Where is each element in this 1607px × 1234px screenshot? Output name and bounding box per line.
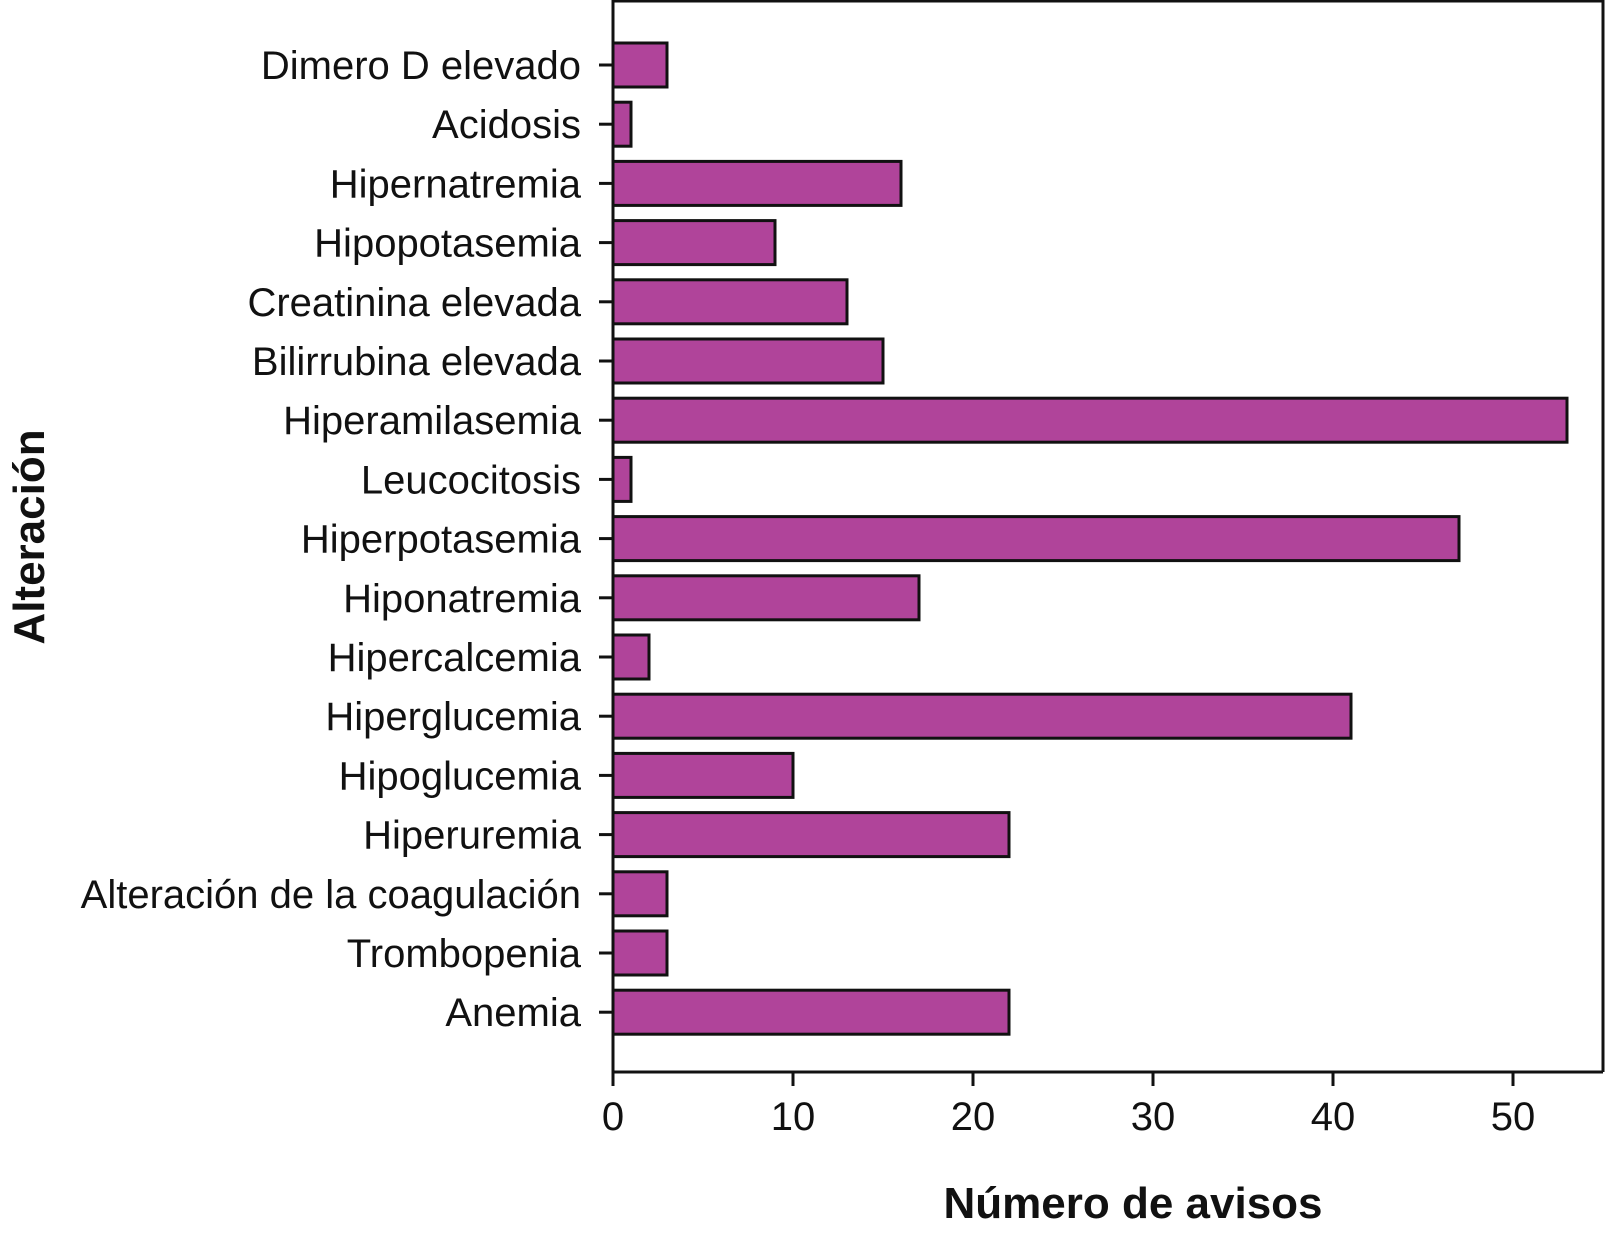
category-label: Hiperglucemia [325, 695, 581, 739]
bar [611, 870, 669, 918]
category-label: Alteración de la coagulación [81, 873, 581, 917]
bar [611, 633, 651, 681]
y-axis-title: Alteración [5, 429, 54, 644]
x-tick-label: 40 [1311, 1095, 1356, 1139]
category-label: Hipercalcemia [328, 636, 582, 680]
bar [611, 278, 849, 326]
bar [611, 159, 903, 207]
x-tick-label: 10 [771, 1095, 816, 1139]
category-label: Hiponatremia [343, 577, 582, 621]
category-label: Creatinina elevada [247, 281, 581, 325]
bar [611, 455, 633, 503]
category-label: Trombopenia [347, 932, 582, 976]
category-label: Anemia [445, 991, 581, 1035]
category-label: Hiperuremia [363, 814, 582, 858]
category-label: Hiperpotasemia [301, 518, 582, 562]
axis-layer: 0 10 20 30 40 50 Dimero D elevado Acidosis Hiper… [81, 0, 1605, 1139]
bars-layer [611, 41, 1569, 1036]
bar [611, 396, 1569, 444]
bar [611, 929, 669, 977]
category-label: Hipernatremia [330, 162, 582, 206]
category-label: Hipopotasemia [314, 222, 582, 266]
bar [611, 100, 633, 148]
bar [611, 41, 669, 89]
category-label: Acidosis [432, 103, 581, 147]
category-label: Hiperamilasemia [283, 399, 582, 443]
category-label: Bilirrubina elevada [252, 340, 582, 384]
category-label: Hipoglucemia [339, 754, 582, 798]
x-tick-label: 50 [1491, 1095, 1536, 1139]
bar [611, 751, 795, 799]
x-tick-label: 20 [951, 1095, 996, 1139]
bar [611, 988, 1011, 1036]
bar [611, 337, 885, 385]
x-tick-label: 30 [1131, 1095, 1176, 1139]
bar [611, 811, 1011, 859]
x-tick-label: 0 [602, 1095, 624, 1139]
bar [611, 515, 1461, 563]
x-axis-title: Número de avisos [943, 1179, 1322, 1228]
category-label: Dimero D elevado [261, 44, 581, 88]
bar [611, 219, 777, 267]
bar [611, 574, 921, 622]
bar [611, 692, 1353, 740]
category-label: Leucocitosis [361, 458, 581, 502]
